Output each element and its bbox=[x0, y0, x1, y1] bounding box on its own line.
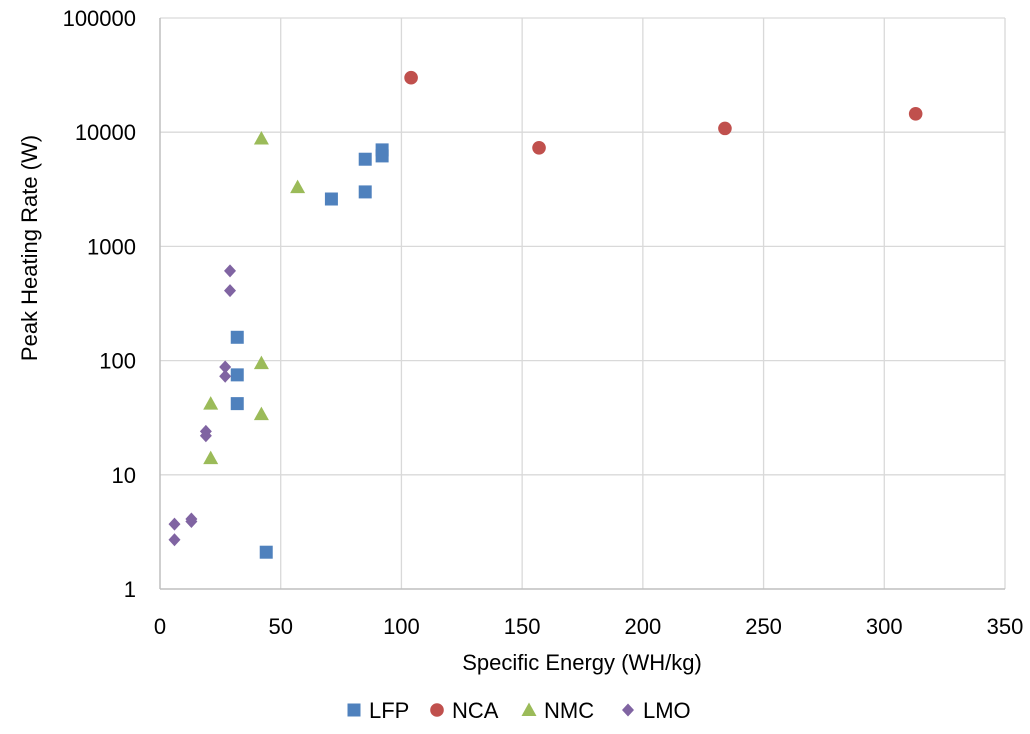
nmc-point bbox=[290, 179, 306, 194]
x-tick-label: 100 bbox=[383, 614, 420, 639]
legend-nca-label: NCA bbox=[452, 698, 499, 723]
lmo-point bbox=[199, 429, 212, 443]
nca-point bbox=[532, 141, 546, 155]
nca-point bbox=[404, 70, 418, 85]
lmo-point bbox=[168, 533, 181, 547]
legend-nca-marker bbox=[430, 703, 444, 717]
nmc-point bbox=[203, 396, 219, 410]
lfp-point bbox=[230, 368, 244, 382]
x-tick-label: 300 bbox=[866, 614, 903, 639]
nca-point bbox=[908, 106, 923, 121]
lfp-point bbox=[259, 545, 273, 559]
y-tick-label: 100 bbox=[99, 349, 136, 374]
legend-lmo-label: LMO bbox=[643, 698, 691, 723]
nmc-point bbox=[253, 406, 269, 421]
legend-nmc-marker bbox=[521, 702, 537, 716]
x-tick-label: 50 bbox=[268, 614, 292, 639]
legend-nmc-label: NMC bbox=[544, 698, 594, 723]
lmo-point bbox=[219, 360, 232, 374]
lmo-point bbox=[168, 517, 181, 531]
nca-point bbox=[718, 121, 732, 136]
lmo-point bbox=[185, 515, 198, 529]
lfp-point bbox=[324, 192, 338, 206]
lfp-point bbox=[358, 152, 372, 166]
legend: LFP NCA NMC LMO bbox=[347, 698, 691, 723]
legend-lfp-label: LFP bbox=[369, 698, 409, 723]
y-axis-title: Peak Heating Rate (W) bbox=[17, 135, 42, 361]
legend-lfp-marker bbox=[347, 703, 361, 717]
x-tick-label: 350 bbox=[987, 614, 1024, 639]
x-tick-label: 0 bbox=[154, 614, 166, 639]
x-tick-label: 150 bbox=[504, 614, 541, 639]
gridlines bbox=[160, 17, 1006, 589]
y-tick-label: 1 bbox=[124, 577, 136, 602]
nmc-point bbox=[203, 450, 219, 465]
nmc-point bbox=[253, 131, 269, 145]
lfp-point bbox=[358, 185, 372, 199]
lfp-point bbox=[230, 330, 244, 344]
lmo-point bbox=[219, 369, 232, 383]
axes bbox=[159, 18, 1005, 590]
lfp-point bbox=[230, 397, 244, 411]
lmo-point bbox=[224, 264, 237, 278]
y-tick-label: 1000 bbox=[87, 234, 136, 259]
x-axis-title: Specific Energy (WH/kg) bbox=[462, 650, 702, 675]
y-tick-label: 10 bbox=[112, 463, 136, 488]
x-tick-label: 250 bbox=[745, 614, 782, 639]
nmc-point bbox=[253, 355, 269, 370]
y-tick-label: 100000 bbox=[63, 6, 136, 31]
data-points bbox=[168, 70, 923, 559]
tick-labels: 0 50 100 150 200 250 300 350 1 10 100 1000 10000 1000… bbox=[63, 6, 1024, 639]
lfp-point bbox=[375, 149, 389, 163]
x-tick-label: 200 bbox=[624, 614, 661, 639]
legend-lmo-marker bbox=[622, 703, 634, 717]
y-tick-label: 10000 bbox=[75, 120, 136, 145]
lmo-point bbox=[224, 284, 237, 298]
